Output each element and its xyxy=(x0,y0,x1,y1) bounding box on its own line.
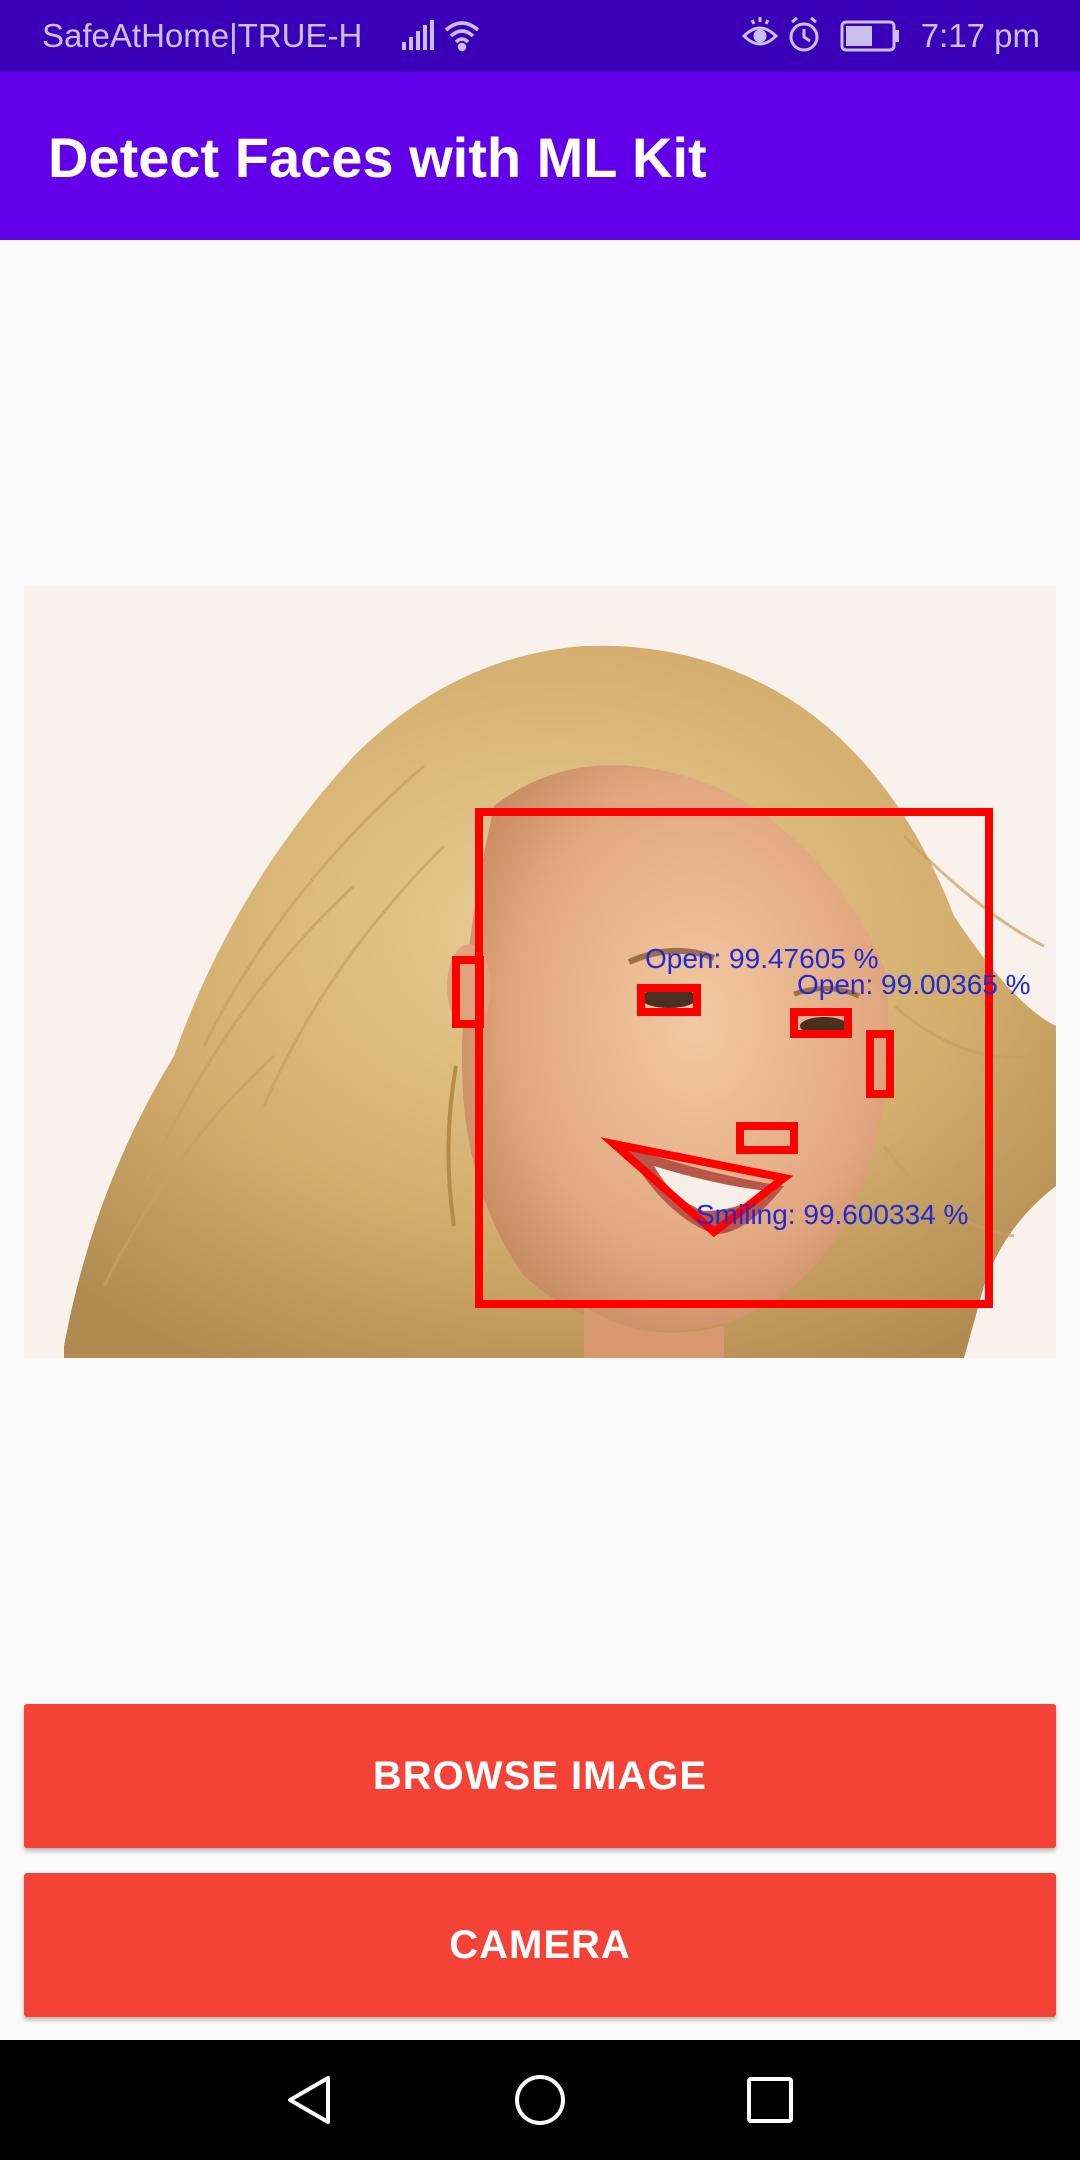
face-bounding-box xyxy=(475,808,993,1308)
recents-button[interactable] xyxy=(740,2070,800,2130)
face-image: Open: 99.47605 % Open: 99.00365 % Smilin… xyxy=(24,586,1056,1358)
app-bar: Detect Faces with ML Kit xyxy=(0,72,1080,240)
left-eyebrow xyxy=(627,947,716,965)
browse-image-button[interactable]: BROWSE IMAGE xyxy=(24,1704,1056,1848)
right-ear-box xyxy=(866,1030,894,1098)
camera-button[interactable]: CAMERA xyxy=(24,1873,1056,2017)
nose-box xyxy=(736,1122,798,1154)
eye-icon xyxy=(741,17,779,46)
wifi-icon xyxy=(444,21,480,52)
mouth-landmark xyxy=(600,1137,794,1238)
home-button[interactable] xyxy=(510,2070,570,2130)
home-icon xyxy=(515,2075,565,2125)
carrier-name: SafeAtHome|TRUE-H xyxy=(42,17,363,54)
left-ear-box xyxy=(452,956,484,1028)
back-icon xyxy=(288,2076,330,2124)
status-bar: SafeAtHome|TRUE-H xyxy=(0,0,1080,72)
hair-strands xyxy=(102,764,1045,1287)
recents-icon xyxy=(747,2077,793,2123)
face xyxy=(462,765,889,1331)
right-eye-box xyxy=(790,1008,852,1038)
earring xyxy=(446,1065,458,1227)
detection-overlay xyxy=(452,808,993,1308)
navigation-bar xyxy=(0,2040,1080,2160)
left-eye-open-label: Open: 99.47605 % xyxy=(645,943,879,974)
right-eye-open-label: Open: 99.00365 % xyxy=(797,969,1031,1000)
signal-icon xyxy=(402,20,434,50)
right-eyebrow xyxy=(793,985,861,999)
smiling-label: Smiling: 99.600334 % xyxy=(696,1199,968,1230)
alarm-icon xyxy=(789,16,819,52)
left-eye-box xyxy=(637,984,701,1016)
back-button[interactable] xyxy=(280,2070,340,2130)
clock: 7:17 pm xyxy=(920,17,1040,54)
page-title: Detect Faces with ML Kit xyxy=(48,126,707,189)
left-eye xyxy=(641,988,697,1008)
neck xyxy=(584,1306,724,1358)
battery-icon xyxy=(840,20,899,52)
